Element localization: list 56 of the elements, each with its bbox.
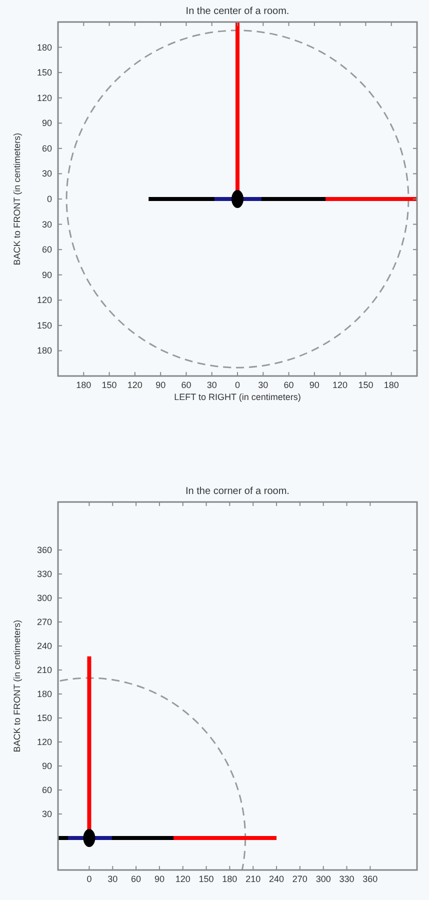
y-tick-label: 150: [36, 713, 52, 723]
y-tick-label: 90: [42, 270, 52, 280]
x-tick-label: 150: [358, 380, 374, 390]
y-tick-label: 60: [42, 143, 52, 154]
y-tick-label: 0: [46, 194, 52, 204]
x-tick-label: 30: [258, 380, 268, 390]
x-tick-label: 240: [269, 874, 284, 884]
x-tick-label: 30: [108, 874, 118, 884]
y-tick-label: 180: [36, 346, 52, 356]
y-tick-label: 90: [42, 118, 52, 128]
y-tick-label: 60: [42, 244, 52, 255]
x-tick-label: 270: [292, 874, 308, 884]
x-tick-label: 120: [175, 874, 190, 884]
x-tick-label: 60: [131, 874, 142, 884]
x-tick-label: 180: [384, 380, 399, 390]
x-tick-label: 210: [246, 874, 261, 884]
x-tick-label: 30: [206, 380, 217, 390]
y-tick-label: 30: [42, 168, 52, 179]
x-tick-label: 60: [284, 380, 294, 390]
y-tick-label: 360: [36, 545, 52, 555]
x-tick-label: 90: [156, 380, 166, 390]
y-tick-label: 90: [42, 761, 52, 771]
y-tick-label: 150: [36, 320, 52, 330]
y-tick-label: 120: [36, 737, 52, 747]
y-tick-label: 60: [42, 785, 52, 795]
y-tick-label: 120: [36, 295, 52, 306]
x-tick-label: 90: [309, 380, 320, 390]
x-tick-label: 300: [316, 874, 331, 884]
y-tick-label: 210: [36, 665, 52, 675]
y-tick-label: 270: [36, 617, 52, 627]
x-tick-label: 90: [154, 874, 164, 884]
y-tick-label: 300: [36, 593, 52, 603]
y-tick-label: 120: [36, 92, 52, 103]
x-tick-label: 0: [86, 874, 92, 884]
x-tick-label: 360: [362, 874, 378, 884]
x-tick-label: 180: [222, 874, 238, 884]
y-tick-label: 330: [36, 569, 52, 579]
chart-title: In the center of a room.: [186, 6, 290, 17]
y-tick-label: 180: [36, 42, 52, 52]
x-tick-label: 120: [127, 380, 142, 390]
y-axis-title: BACK to FRONT (in centimeters): [12, 132, 22, 266]
x-tick-label: 150: [102, 380, 117, 390]
y-tick-label: 150: [36, 68, 52, 78]
x-tick-label: 330: [339, 874, 354, 884]
x-tick-label: 150: [198, 874, 214, 884]
y-axis-title: BACK to FRONT (in centimeters): [12, 620, 22, 752]
y-tick-label: 30: [42, 219, 52, 230]
x-tick-label: 60: [181, 380, 192, 390]
chart-title: In the corner of a room.: [186, 486, 290, 497]
y-tick-label: 240: [36, 641, 52, 651]
x-axis-title: LEFT to RIGHT (in centimeters): [174, 392, 301, 402]
x-tick-label: 180: [76, 380, 92, 390]
y-tick-label: 180: [36, 689, 52, 699]
x-tick-label: 120: [332, 380, 348, 390]
x-tick-label: 0: [234, 380, 240, 390]
y-tick-label: 30: [42, 809, 52, 819]
